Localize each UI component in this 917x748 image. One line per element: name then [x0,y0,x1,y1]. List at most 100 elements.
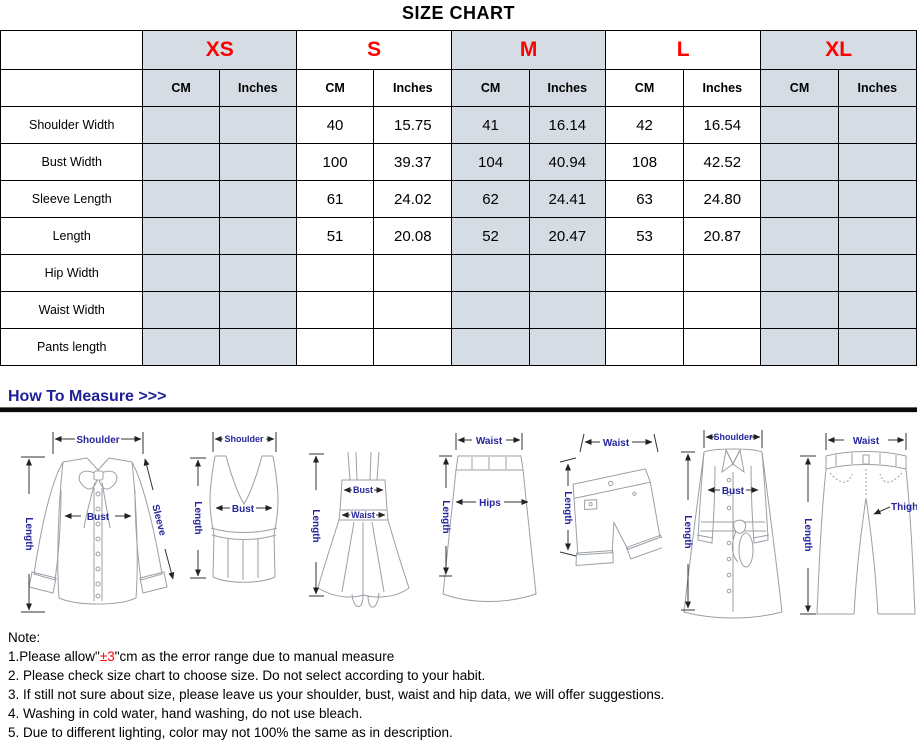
divider-rule [0,407,917,413]
table-cell: 39.37 [373,143,453,181]
table-cell [218,106,297,144]
dim-label: Thigh [891,502,917,513]
unit-header: Inches [218,69,297,107]
table-cell [760,328,839,366]
table-cell [142,180,220,218]
note-line-3: 3. If still not sure about size, please … [8,687,665,702]
dim-label: Shoulder [76,435,119,446]
table-cell [218,180,297,218]
dim-label: Length [23,517,34,550]
dim-label: Shoulder [224,434,263,444]
table-cell: 24.02 [373,180,453,218]
table-row: Bust Width 100 39.37 104 40.94 108 42.52 [0,143,917,181]
page-title: SIZE CHART [402,3,515,23]
table-cell: 100 [295,143,375,181]
table-cell [451,328,530,366]
notes-heading: Note: [8,630,41,645]
table-cell: 61 [295,180,375,218]
table-cell [528,291,606,329]
table-cell [218,143,297,181]
dim-label: Waist [476,436,503,447]
dim-label: Length [682,515,693,548]
table-cell: 20.08 [373,217,453,255]
figure-tank-top: Shoulder Length Bust [190,432,279,583]
dim-label: Length [192,501,203,534]
table-cell: 16.54 [683,106,762,144]
table-row: Length 51 20.08 52 20.47 53 20.87 [0,217,917,255]
table-cell [528,328,606,366]
table-cell [218,291,297,329]
table-cell: 40 [295,106,375,144]
table-cell: 24.80 [683,180,762,218]
dim-label: Hips [479,498,501,509]
table-cell: 108 [604,143,685,181]
note-line-2: 2. Please check size chart to choose siz… [8,668,486,683]
table-cell [373,254,453,292]
table-row: Waist Width [0,291,917,329]
dim-label: Bust [87,512,110,523]
table-cell: 41 [451,106,530,144]
table-cell [295,291,375,329]
row-label: Bust Width [0,143,144,181]
table-cell [142,254,220,292]
table-cell [604,328,685,366]
table-row: Shoulder Width 40 15.75 41 16.14 42 16.5… [0,106,917,144]
table-cell [837,254,917,292]
dim-label: Shoulder [713,432,752,442]
table-cell [295,328,375,366]
note-line-5: 5. Due to different lighting, color may … [8,725,453,740]
table-cell: 20.47 [528,217,606,255]
table-cell [760,143,839,181]
table-cell [604,254,685,292]
table-cell: 62 [451,180,530,218]
figure-skirt: Waist Hips Length [439,433,537,602]
row-label: Hip Width [0,254,144,292]
unit-header: CM [760,69,839,107]
row-label: Pants length [0,328,144,366]
unit-header: Inches [837,69,917,107]
table-cell [142,143,220,181]
dim-label: Bust [722,486,745,497]
figure-dress: Length Bust Waist [309,451,410,608]
table-cell: 63 [604,180,685,218]
size-chart-table: XS S M L XL CM Inches CM Inches CM Inche… [0,30,917,366]
table-cell: 42 [604,106,685,144]
size-header-row: XS S M L XL [0,30,917,70]
table-cell [142,291,220,329]
corner-cell [0,69,144,107]
table-cell [837,143,917,181]
table-cell [451,291,530,329]
unit-header: Inches [528,69,606,107]
figure-blouse: Shoulder Length Bust Sleeve [21,432,175,613]
row-label: Length [0,217,144,255]
table-cell: 53 [604,217,685,255]
how-to-measure-heading: How To Measure >>> [8,388,167,405]
table-cell [218,254,297,292]
table-cell [295,254,375,292]
table-cell [760,106,839,144]
unit-header: CM [142,69,220,107]
table-cell [837,180,917,218]
table-cell: 16.14 [528,106,606,144]
unit-header: CM [295,69,375,107]
table-cell [218,328,297,366]
table-cell [837,291,917,329]
dim-label: Bust [232,504,255,515]
table-cell: 42.52 [683,143,762,181]
dim-label: Waist [603,438,630,449]
figure-shorts: Waist Length [559,433,662,566]
dim-label: Waist [351,510,375,520]
note-1-tolerance: ±3 [99,649,115,664]
table-cell [373,328,453,366]
size-header-m: M [451,30,606,70]
table-cell: 104 [451,143,530,181]
table-cell [837,328,917,366]
dim-label: Length [310,509,321,542]
table-cell [604,291,685,329]
unit-header: Inches [683,69,762,107]
row-label: Shoulder Width [0,106,144,144]
table-cell [142,328,220,366]
table-cell: 24.41 [528,180,606,218]
table-cell [451,254,530,292]
unit-header: CM [451,69,530,107]
